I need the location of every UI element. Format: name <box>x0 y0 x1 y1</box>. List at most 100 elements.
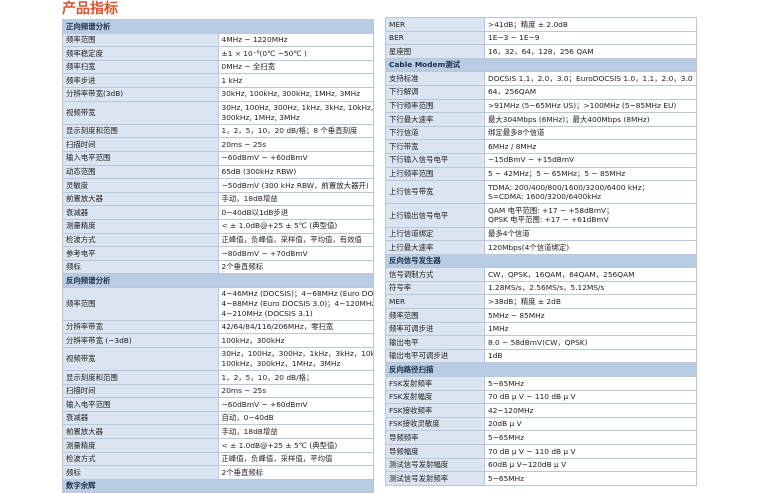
spec-value: 4~46MHz (DOCSIS)；4~68MHz (Euro DOCSIS 2.… <box>217 286 374 321</box>
spec-row: 测试信号发射幅度 60dB μ V~120dB μ V <box>385 457 697 473</box>
spec-value-line: 4~46MHz (DOCSIS)；4~68MHz (Euro DOCSIS 2.… <box>221 289 374 299</box>
section-title: 反向频谱分析 <box>62 273 374 288</box>
spec-row: MER >41dB；精度 ± 2.0dB <box>385 17 697 32</box>
spec-label: 上行频率范围 <box>385 166 485 182</box>
spec-value: 1 kHz <box>217 73 374 88</box>
spec-value: 70 dB μ V ~ 110 dB μ V <box>484 389 697 405</box>
spec-table: MER >41dB；精度 ± 2.0dB BER 1E−3 ~ 1E−9 星座图 16，3… <box>385 17 697 486</box>
spec-label: 符号率 <box>385 280 485 296</box>
spec-value-line: 100kHz，300kHz，1MHz，3MHz <box>221 358 341 368</box>
spec-value: ±1 × 10⁻⁶(0℃ ~50℃ ) <box>217 46 374 61</box>
spec-value: 30kHz, 100kHz, 300kHz, 1MHz, 3MHz <box>217 86 374 102</box>
spec-row: 频率步进 1 kHz <box>62 73 374 88</box>
spec-row: 前置放大器 手动，18dB增益 <box>62 191 374 207</box>
spec-value: 42/64/84/116/206MHz，零扫宽 <box>217 319 374 335</box>
spec-row: 扫描时间 20ms ~ 25s <box>62 137 374 152</box>
right-spec-table: MER >41dB；精度 ± 2.0dB BER 1E−3 ~ 1E−9 星座图 16，3… <box>385 17 697 486</box>
spec-row: 下行解调 64，256QAM <box>385 84 697 100</box>
spec-label: 信号调制方式 <box>385 267 485 282</box>
spec-row: FSK接收灵敏度 20dB μ V <box>385 416 697 432</box>
spec-value: −60dBmV ~ +60dBmV <box>217 150 374 166</box>
spec-row: 下行带宽 6MHz / 8MHz <box>385 139 697 154</box>
spec-label: 检波方式 <box>62 232 219 248</box>
spec-row: 频标 2个垂直频标 <box>62 465 374 480</box>
spec-row: 支持标准 DOCSIS 1.1，2.0，3.0；EuroDOCSIS 1.0，1.… <box>385 71 697 86</box>
spec-value: 5 ~ 42MHz；5 ~ 65MHz；5 ~ 85MHz <box>484 166 697 182</box>
spec-row: 上行最大速率 120Mbps(4个信道绑定) <box>385 240 697 255</box>
spec-row: 检波方式 正峰值，负峰值，采样值，平均值 <box>62 451 374 467</box>
spec-label: 频率范围 <box>385 308 485 323</box>
left-spec-table: 正向频谱分析 频率范围 4MHz ~ 1220MHz 频率稳定度 ±1 × 10⁻⁶(0… <box>62 19 374 493</box>
spec-label: 输入电平范围 <box>62 150 219 166</box>
spec-label: 显示刻度和范围 <box>62 370 219 385</box>
spec-label: 支持标准 <box>385 71 485 86</box>
spec-label: 输出电平 <box>385 335 485 350</box>
spec-label: 导频幅度 <box>385 444 485 459</box>
spec-value: >41dB；精度 ± 2.0dB <box>484 17 697 32</box>
spec-label: 频标 <box>62 465 219 480</box>
spec-value-line: 30Hz, 100Hz, 300Hz, 1kHz, 3kHz, 10kHz, 3… <box>221 103 374 113</box>
spec-label: 频率可调步进 <box>385 321 485 337</box>
spec-value: 2个垂直频标 <box>217 259 374 275</box>
spec-label: 频率扫宽 <box>62 59 219 75</box>
spec-value: 1.28MS/s，2.56MS/s，5.12MS/s <box>484 280 697 296</box>
spec-row: 前置放大器 手动，18dB增益 <box>62 424 374 439</box>
spec-label: FSK接收灵敏度 <box>385 416 485 432</box>
spec-row: 频率扫宽 0MHz ~ 全扫宽 <box>62 59 374 75</box>
spec-label: 频标 <box>62 259 219 275</box>
section-row: 反向路径扫描 <box>385 362 697 378</box>
spec-value-line: S=CDMA: 1600/3200/6400kHz <box>488 192 601 202</box>
spec-value: QAM 电平范围: +17 ~ +58dBmV； QPSK 电平范围: +17 ~… <box>484 203 697 228</box>
spec-label: 输入电平范围 <box>62 397 219 412</box>
spec-row: 下行输入信号电平 −15dBmV ~ +15dBmV <box>385 152 697 168</box>
spec-row: 信号调制方式 CW，QPSK，16QAM，64QAM，256QAM <box>385 267 697 282</box>
spec-row: 视频带宽 30Hz, 100Hz, 300Hz, 1kHz, 3kHz, 10kH… <box>62 100 374 125</box>
spec-value-line: QPSK 电平范围: +17 ~ +61dBmV <box>488 215 609 225</box>
spec-label: 上行信道绑定 <box>385 226 485 242</box>
spec-label: 测量精度 <box>62 438 219 453</box>
spec-value: 绑定最多8个信道 <box>484 125 697 141</box>
spec-label: 视频带宽 <box>62 100 219 125</box>
spec-value: 30Hz，100Hz，300Hz，1kHz，3kHz，10kHz，30kHz，1… <box>217 346 374 372</box>
spec-row: 分辨率带宽(3dB) 30kHz, 100kHz, 300kHz, 1MHz, 3… <box>62 86 374 102</box>
spec-value: CW，QPSK，16QAM，64QAM，256QAM <box>484 267 697 282</box>
spec-row: 衰减器 自动，0~40dB <box>62 410 374 426</box>
spec-label: 下行带宽 <box>385 139 485 154</box>
spec-row: 星座图 16，32，64，128，256 QAM <box>385 44 697 59</box>
spec-value: 60dB μ V~120dB μ V <box>484 457 697 473</box>
spec-row: FSK发射幅度 70 dB μ V ~ 110 dB μ V <box>385 389 697 405</box>
spec-value: < ± 1.0dB@+25 ± 5℃ (典型值) <box>217 218 374 234</box>
spec-row: 输入电平范围 −60dBmV ~ +60dBmV <box>62 150 374 166</box>
spec-label: MER <box>385 294 485 310</box>
spec-row: 测试信号发射频率 5~65MHz <box>385 471 697 486</box>
spec-value: 42~120MHz <box>484 403 697 418</box>
page-title: 产品指标 <box>62 1 118 17</box>
spec-row: 扫描时间 20ms ~ 25s <box>62 383 374 399</box>
section-title: 反向路径扫描 <box>385 362 697 378</box>
spec-row: 频标 2个垂直频标 <box>62 259 374 275</box>
spec-label: FSK发射频率 <box>385 376 485 391</box>
spec-label: 上行输出信号电平 <box>385 203 485 228</box>
spec-label: 显示刻度和范围 <box>62 123 219 139</box>
spec-value: 30Hz, 100Hz, 300Hz, 1kHz, 3kHz, 10kHz, 3… <box>217 100 374 125</box>
spec-label: 视频带宽 <box>62 346 219 372</box>
spec-row: 动态范围 65dB (300kHz RBW) <box>62 164 374 180</box>
spec-value: 0MHz ~ 全扫宽 <box>217 59 374 75</box>
spec-value: 8.0 ~ 58dBmV(CW，QPSK) <box>484 335 697 350</box>
spec-value-line: 4~210MHz (DOCSIS 3.1) <box>221 308 313 318</box>
spec-label: FSK发射幅度 <box>385 389 485 405</box>
spec-label: 测试信号发射频率 <box>385 471 485 486</box>
spec-label: 分辨率带宽(3dB) <box>62 86 219 102</box>
spec-value: 2个垂直频标 <box>217 465 374 480</box>
spec-row: 分辨率带宽 42/64/84/116/206MHz，零扫宽 <box>62 319 374 335</box>
section-title: Cable Modem测试 <box>385 57 697 73</box>
spec-row: 灵敏度 −50dBmV (300 kHz RBW，前置放大器开) <box>62 178 374 193</box>
spec-row: FSK接收频率 42~120MHz <box>385 403 697 418</box>
spec-row: MER >38dB；精度 ± 2dB <box>385 294 697 310</box>
spec-row: 检波方式 正峰值，负峰值，采样值，平均值，有效值 <box>62 232 374 248</box>
spec-row: 分辨率带宽 (−3dB) 100kHz，300kHz <box>62 333 374 348</box>
spec-label: 检波方式 <box>62 451 219 467</box>
spec-value-line: 4~88MHz (Euro DOCSIS 3.0)；4~120MHz (DOCS… <box>221 298 374 308</box>
